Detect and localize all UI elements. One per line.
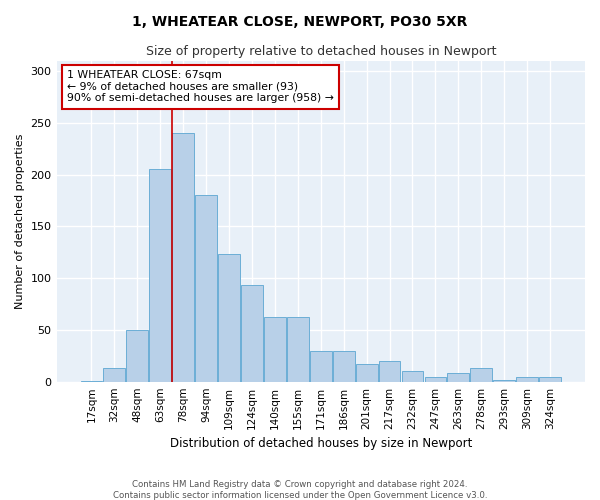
- Bar: [379, 361, 400, 382]
- Bar: [516, 376, 538, 382]
- Bar: [310, 350, 332, 382]
- Bar: [425, 376, 446, 382]
- Text: Contains HM Land Registry data © Crown copyright and database right 2024.
Contai: Contains HM Land Registry data © Crown c…: [113, 480, 487, 500]
- Title: Size of property relative to detached houses in Newport: Size of property relative to detached ho…: [146, 45, 496, 58]
- Bar: [539, 376, 561, 382]
- Text: 1, WHEATEAR CLOSE, NEWPORT, PO30 5XR: 1, WHEATEAR CLOSE, NEWPORT, PO30 5XR: [133, 15, 467, 29]
- Bar: [470, 368, 492, 382]
- Bar: [333, 350, 355, 382]
- Bar: [241, 286, 263, 382]
- X-axis label: Distribution of detached houses by size in Newport: Distribution of detached houses by size …: [170, 437, 472, 450]
- Bar: [448, 374, 469, 382]
- Bar: [195, 195, 217, 382]
- Bar: [287, 318, 309, 382]
- Text: 1 WHEATEAR CLOSE: 67sqm
← 9% of detached houses are smaller (93)
90% of semi-det: 1 WHEATEAR CLOSE: 67sqm ← 9% of detached…: [67, 70, 334, 103]
- Bar: [172, 133, 194, 382]
- Bar: [149, 170, 171, 382]
- Y-axis label: Number of detached properties: Number of detached properties: [15, 134, 25, 309]
- Bar: [264, 318, 286, 382]
- Bar: [80, 380, 103, 382]
- Bar: [401, 372, 424, 382]
- Bar: [356, 364, 377, 382]
- Bar: [127, 330, 148, 382]
- Bar: [218, 254, 240, 382]
- Bar: [493, 380, 515, 382]
- Bar: [103, 368, 125, 382]
